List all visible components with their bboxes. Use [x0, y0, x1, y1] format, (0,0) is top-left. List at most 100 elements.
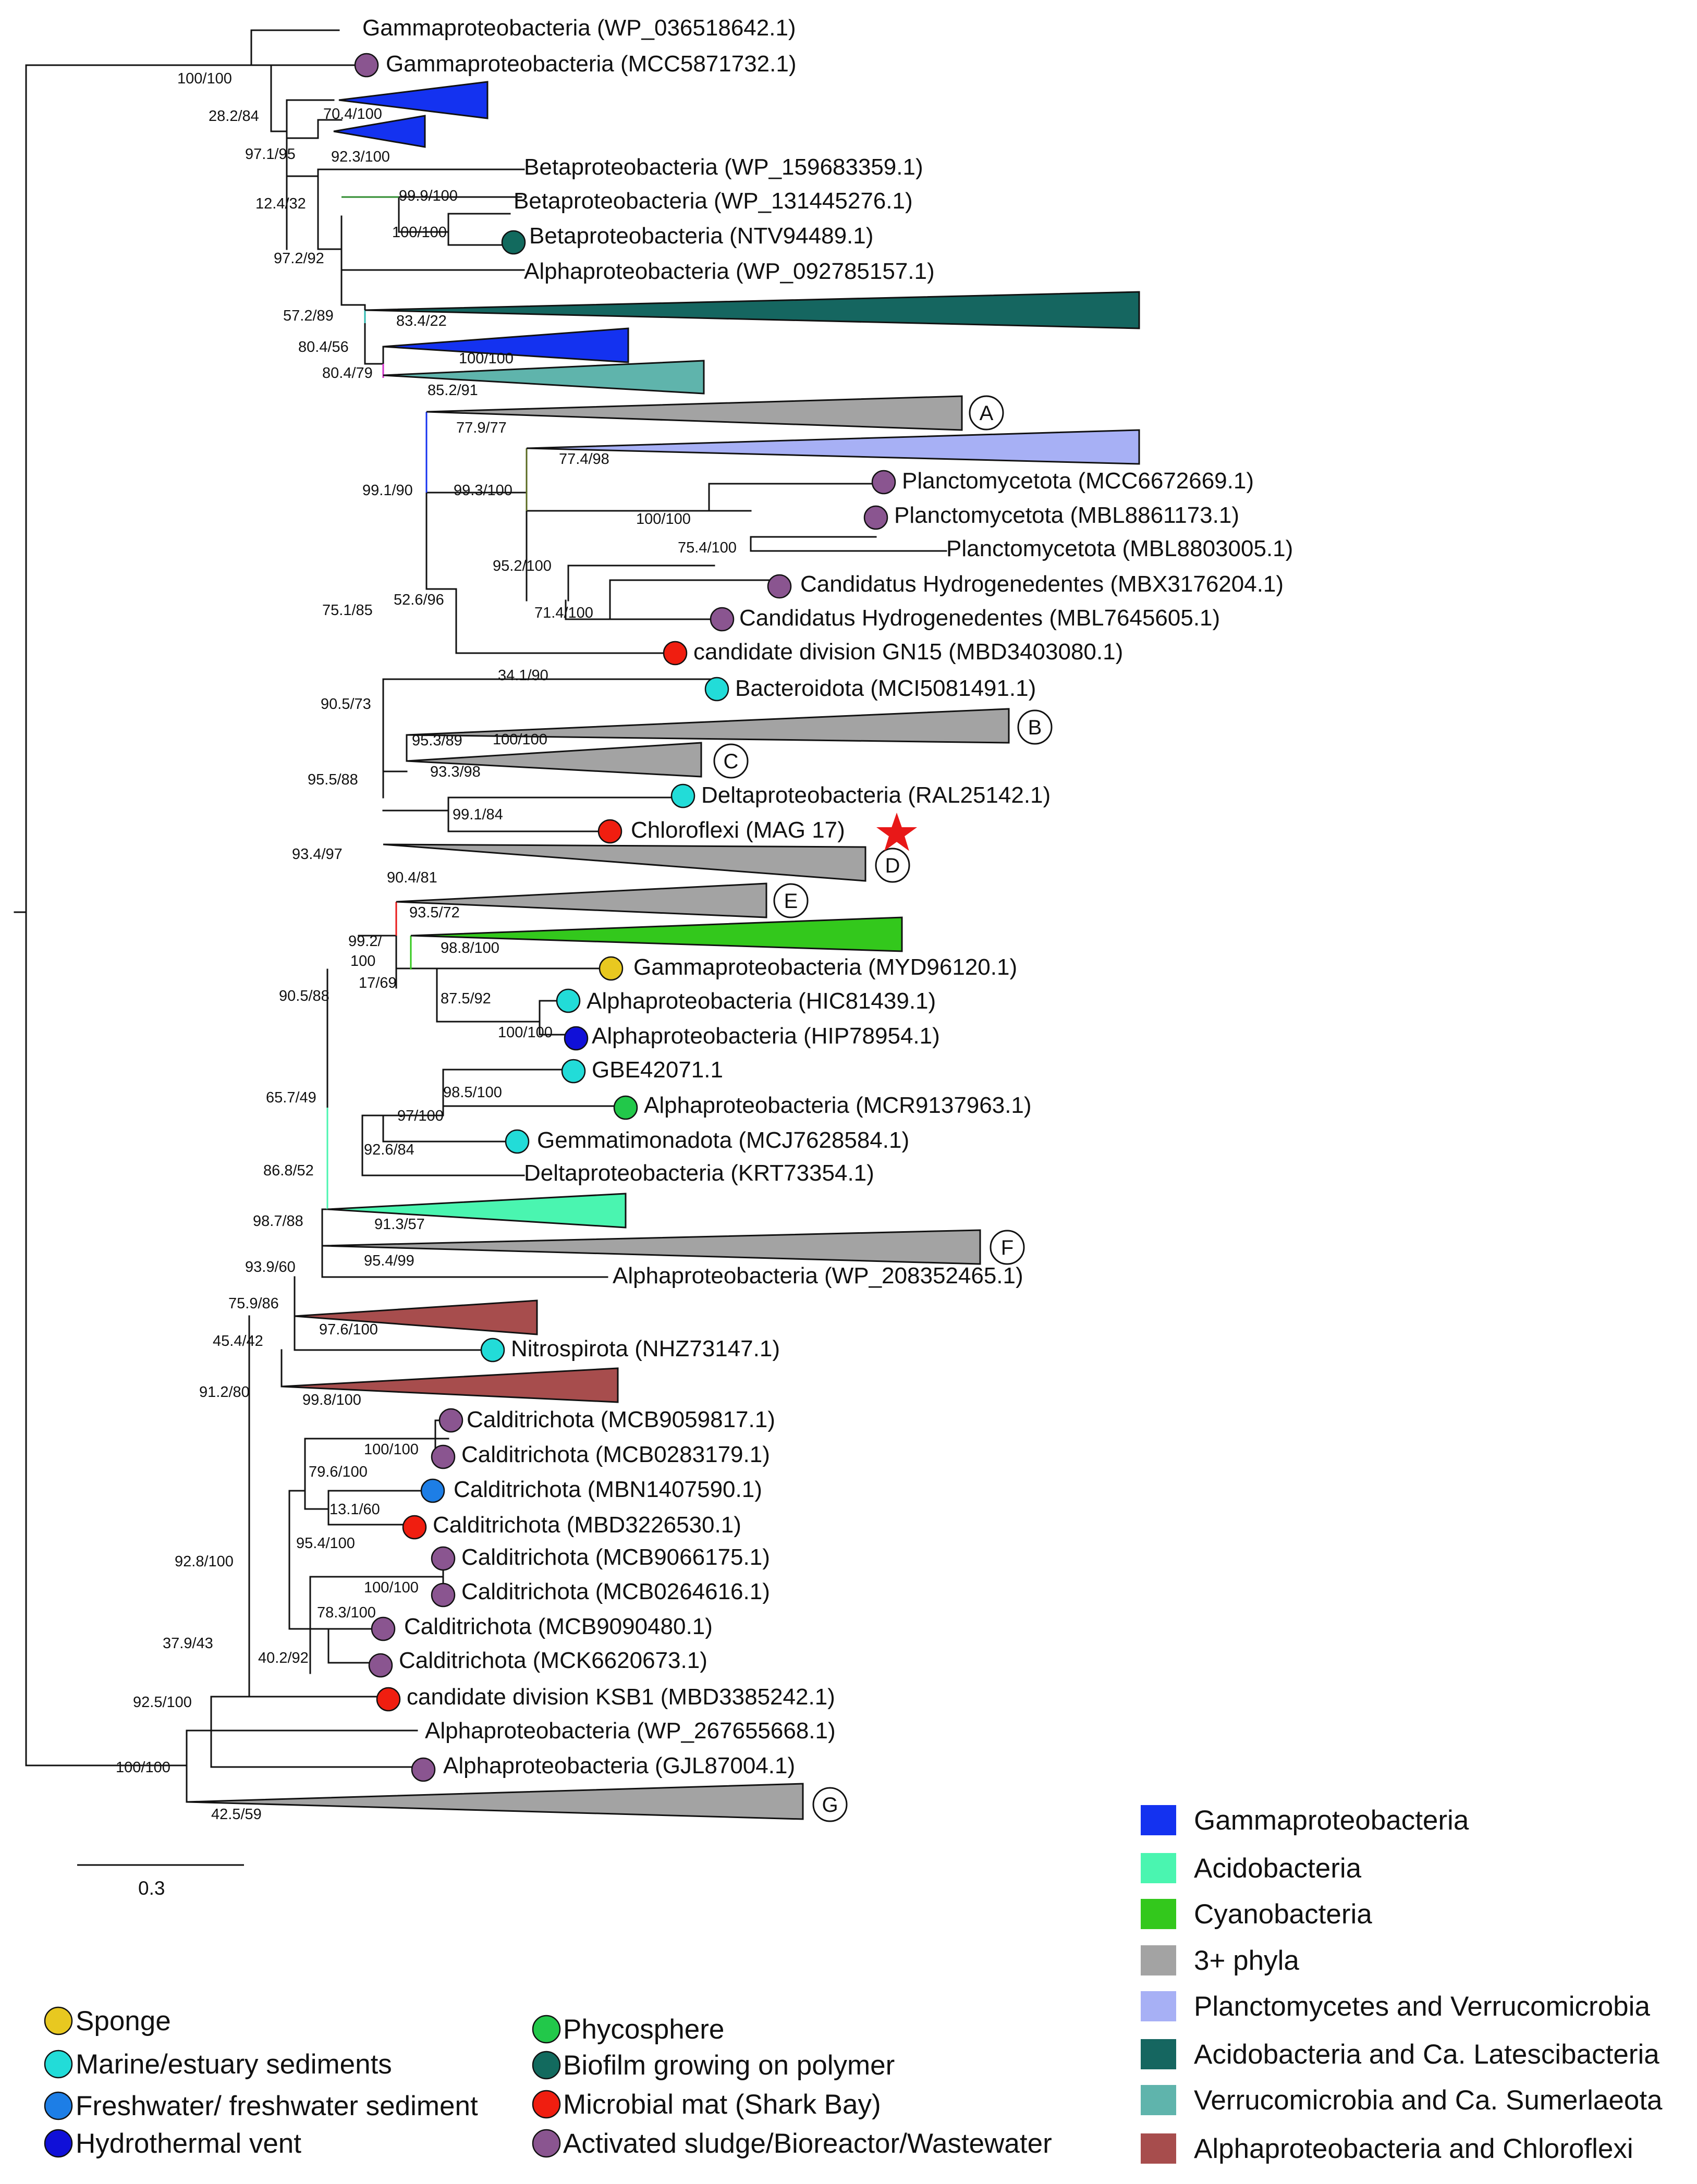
support-value: 85.2/91	[428, 382, 478, 399]
env-dot-sludge	[431, 1582, 456, 1608]
support-value: 87.5/92	[441, 990, 491, 1007]
legend-dot-marine	[44, 2050, 73, 2079]
env-dot-sludge	[371, 1616, 396, 1641]
env-dot-sludge	[871, 470, 896, 495]
support-value: 99.1/90	[362, 482, 413, 499]
legend-label: 3+ phyla	[1194, 1945, 1299, 1976]
support-value: 78.3/100	[317, 1604, 376, 1621]
legend-label: Acidobacteria	[1194, 1853, 1362, 1884]
env-dot-phycosphere	[613, 1095, 638, 1120]
leaf-label: Alphaproteobacteria (WP_208352465.1)	[613, 1263, 1023, 1289]
env-dot-sludge	[354, 53, 379, 78]
support-value: 93.5/72	[409, 904, 460, 921]
env-dot-marine	[561, 1059, 586, 1084]
clade-E-3plus	[396, 882, 767, 918]
support-value: 40.2/92	[258, 1650, 309, 1666]
clade-acidobacteria	[327, 1193, 627, 1229]
leaf-label: Gammaproteobacteria (MCC5871732.1)	[386, 51, 797, 77]
leaf-label: Calditrichota (MCB9059817.1)	[467, 1407, 775, 1432]
leaf-label: Candidatus Hydrogenedentes (MBX3176204.1…	[800, 571, 1284, 597]
support-value: 75.9/86	[228, 1295, 279, 1312]
support-value: 98.8/100	[441, 940, 499, 956]
support-value: 52.6/96	[394, 592, 444, 608]
star-icon	[876, 812, 918, 851]
legend-label: Activated sludge/Bioreactor/Wastewater	[563, 2128, 1052, 2159]
clade-letter-d: D	[885, 854, 900, 877]
env-dot-marine	[704, 677, 729, 702]
support-value: 100/100	[493, 731, 547, 748]
support-value: 80.4/56	[298, 339, 349, 355]
support-value: 98.5/100	[443, 1084, 502, 1101]
support-value: 75.1/85	[322, 602, 373, 619]
leaf-label: Alphaproteobacteria (HIP78954.1)	[592, 1023, 940, 1049]
legend-swatch-latesci	[1141, 2039, 1176, 2069]
support-value: 95.3/89	[412, 732, 462, 749]
clade-letters: A B C D E F G	[724, 402, 1042, 1817]
legend-swatch-acido	[1141, 1853, 1176, 1883]
clade-C-3plus	[406, 742, 702, 778]
leaf-label: Calditrichota (MBN1407590.1)	[454, 1477, 762, 1502]
leaf-label: Deltaproteobacteria (KRT73354.1)	[524, 1160, 874, 1186]
legend-dot-sponge	[44, 2006, 73, 2035]
env-dot-sludge	[710, 607, 735, 632]
clade-A-3plus	[426, 395, 963, 431]
legend-swatch-cyano	[1141, 1899, 1176, 1929]
legend-label: Alphaproteobacteria and Chloroflexi	[1194, 2133, 1633, 2164]
env-dot-biofilm	[501, 230, 526, 255]
leaf-labels: Gammaproteobacteria (WP_036518642.1) Gam…	[362, 15, 1293, 1778]
support-value: 77.4/98	[559, 451, 609, 468]
support-value: 57.2/89	[283, 308, 334, 324]
clade-gamma-3	[383, 327, 629, 363]
env-dot-marine	[480, 1338, 505, 1363]
leaf-label: Gammaproteobacteria (MYD96120.1)	[633, 954, 1017, 980]
leaf-label: Betaproteobacteria (WP_131445276.1)	[514, 188, 913, 214]
env-dot-sludge	[411, 1757, 436, 1782]
clade-acido-latesci	[364, 291, 1140, 329]
clade-color-legend: Gammaproteobacteria Acidobacteria Cyanob…	[1141, 1805, 1663, 2164]
env-dot-mat	[376, 1687, 401, 1712]
legend-label: Marine/estuary sediments	[76, 2049, 392, 2080]
support-value: 93.3/98	[430, 764, 481, 780]
legend-swatch-gamma	[1141, 1805, 1176, 1835]
support-value: 37.9/43	[163, 1635, 213, 1652]
leaf-label: Calditrichota (MCB0283179.1)	[461, 1442, 770, 1467]
legend-label: Gammaproteobacteria	[1194, 1805, 1469, 1836]
support-value: 92.8/100	[175, 1553, 234, 1570]
env-dot-sludge	[431, 1546, 456, 1571]
clade-plancto-verruco	[526, 429, 1140, 465]
leaf-label: Planctomycetota (MBL8861173.1)	[894, 502, 1239, 528]
leaf-label: Alphaproteobacteria (WP_092785157.1)	[524, 259, 935, 284]
support-value: 95.5/88	[308, 771, 358, 788]
legend-dot-phycosphere	[532, 2015, 561, 2044]
leaf-label: Chloroflexi (MAG 17)	[631, 817, 845, 843]
leaf-label: Calditrichota (MCK6620673.1)	[399, 1648, 707, 1673]
env-dot-mat	[663, 641, 688, 666]
env-dot-marine	[505, 1129, 530, 1154]
leaf-label: Alphaproteobacteria (WP_267655668.1)	[425, 1718, 836, 1744]
leaf-label: Bacteroidota (MCI5081491.1)	[735, 676, 1036, 701]
env-dot-mat	[402, 1515, 427, 1540]
clade-alpha-chloro-1	[294, 1299, 538, 1335]
leaf-label: Candidatus Hydrogenedentes (MBL7645605.1…	[739, 605, 1220, 631]
support-value: 90.5/73	[321, 696, 371, 713]
support-value: 92.5/100	[133, 1694, 192, 1711]
support-value: 91.3/57	[374, 1216, 425, 1233]
support-value: 99.8/100	[302, 1392, 361, 1408]
support-value: 12.4/32	[255, 195, 306, 212]
leaf-label: Betaproteobacteria (NTV94489.1)	[529, 223, 873, 249]
env-dot-sludge	[438, 1408, 463, 1433]
env-dot-sludge	[431, 1444, 456, 1469]
support-value: 65.7/49	[266, 1089, 316, 1106]
clade-F-3plus	[322, 1229, 981, 1265]
env-dot-sludge	[863, 505, 888, 530]
leaf-label: Gemmatimonadota (MCJ7628584.1)	[537, 1127, 909, 1153]
legend-swatch-3plus	[1141, 1945, 1176, 1976]
support-value: 91.2/80	[199, 1384, 250, 1401]
environment-dots	[354, 53, 896, 1782]
support-value: 100	[350, 953, 375, 970]
leaf-label: Calditrichota (MCB9066175.1)	[461, 1544, 770, 1570]
support-value: 99.9/100	[399, 188, 458, 204]
env-dot-sludge	[767, 574, 792, 599]
support-value: 100/100	[364, 1579, 419, 1596]
